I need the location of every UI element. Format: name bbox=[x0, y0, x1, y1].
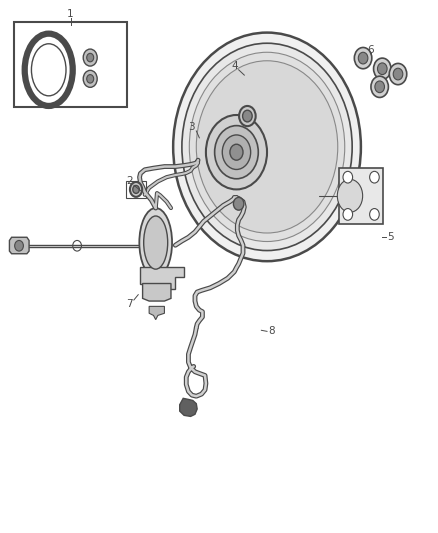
Circle shape bbox=[358, 52, 368, 64]
Text: 8: 8 bbox=[268, 326, 275, 336]
Ellipse shape bbox=[215, 126, 258, 179]
Circle shape bbox=[343, 171, 353, 183]
Circle shape bbox=[375, 81, 385, 93]
Text: 7: 7 bbox=[126, 298, 133, 309]
Circle shape bbox=[354, 47, 372, 69]
Bar bbox=[127, 181, 146, 198]
Text: 6: 6 bbox=[367, 45, 374, 54]
Ellipse shape bbox=[173, 33, 361, 261]
Text: 2: 2 bbox=[126, 176, 133, 187]
Polygon shape bbox=[141, 266, 184, 289]
Polygon shape bbox=[180, 398, 197, 416]
Ellipse shape bbox=[25, 34, 73, 106]
Circle shape bbox=[87, 53, 94, 62]
Polygon shape bbox=[339, 168, 383, 224]
Ellipse shape bbox=[206, 115, 267, 189]
Polygon shape bbox=[149, 306, 164, 320]
Ellipse shape bbox=[130, 182, 142, 197]
Text: 1: 1 bbox=[67, 9, 74, 19]
Circle shape bbox=[83, 70, 97, 87]
Ellipse shape bbox=[32, 44, 66, 96]
Circle shape bbox=[233, 197, 244, 210]
Ellipse shape bbox=[133, 185, 139, 193]
Bar bbox=[14, 22, 127, 107]
Ellipse shape bbox=[196, 61, 338, 233]
Ellipse shape bbox=[189, 52, 345, 241]
Circle shape bbox=[87, 75, 94, 83]
Circle shape bbox=[370, 208, 379, 220]
Text: 5: 5 bbox=[387, 232, 394, 243]
Ellipse shape bbox=[144, 216, 168, 269]
Circle shape bbox=[83, 49, 97, 66]
Ellipse shape bbox=[182, 43, 352, 251]
Circle shape bbox=[14, 240, 23, 251]
Circle shape bbox=[343, 208, 353, 220]
Circle shape bbox=[370, 171, 379, 183]
Circle shape bbox=[374, 58, 391, 79]
Ellipse shape bbox=[32, 44, 66, 96]
Text: 4: 4 bbox=[231, 61, 237, 71]
Circle shape bbox=[371, 76, 389, 98]
Circle shape bbox=[378, 63, 387, 75]
Ellipse shape bbox=[222, 135, 251, 169]
Ellipse shape bbox=[243, 110, 252, 122]
Text: 3: 3 bbox=[189, 122, 195, 132]
Ellipse shape bbox=[139, 208, 172, 277]
Circle shape bbox=[389, 63, 407, 85]
Ellipse shape bbox=[239, 106, 256, 126]
Ellipse shape bbox=[337, 179, 363, 212]
Polygon shape bbox=[143, 284, 171, 301]
Polygon shape bbox=[10, 237, 29, 254]
Circle shape bbox=[393, 68, 403, 80]
Ellipse shape bbox=[230, 144, 243, 160]
